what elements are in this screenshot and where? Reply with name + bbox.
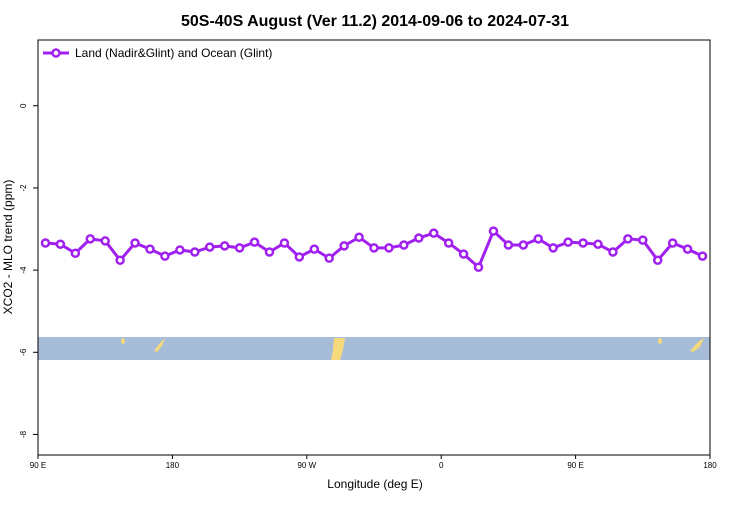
x-tick-label: 90 E — [567, 461, 583, 470]
data-point — [414, 233, 424, 243]
data-point — [443, 238, 454, 248]
chart-title: 50S-40S August (Ver 11.2) 2014-09-06 to … — [181, 13, 569, 30]
data-point — [638, 235, 648, 245]
data-point — [175, 245, 185, 255]
map-strip — [38, 337, 710, 360]
data-point — [652, 255, 663, 265]
data-point — [503, 240, 514, 250]
data-point — [369, 243, 379, 253]
data-point — [40, 238, 51, 248]
data-point — [145, 244, 155, 254]
data-point — [548, 243, 558, 253]
data-point — [249, 237, 260, 247]
data-point — [115, 255, 125, 265]
data-point — [339, 241, 349, 251]
y-tick-label: -6 — [19, 348, 28, 356]
data-point — [190, 247, 200, 257]
data-point — [593, 239, 603, 249]
legend-marker — [51, 48, 61, 58]
x-tick-label: 180 — [166, 461, 180, 470]
x-tick-label: 180 — [703, 461, 717, 470]
data-point — [85, 234, 96, 244]
y-tick-label: -8 — [19, 430, 28, 438]
data-point — [309, 244, 320, 254]
y-tick-label: -2 — [19, 184, 28, 192]
x-tick-label: 90 W — [297, 461, 316, 470]
data-point — [100, 236, 110, 246]
data-point — [130, 238, 140, 248]
data-point — [563, 237, 573, 247]
x-tick-label: 0 — [439, 461, 444, 470]
data-point — [473, 262, 484, 272]
data-point — [488, 226, 499, 236]
data-point — [682, 244, 693, 254]
data-point — [384, 243, 394, 253]
y-axis-label: XCO2 - MLO trend (ppm) — [1, 180, 15, 315]
data-point — [264, 247, 275, 257]
plot-frame — [37, 39, 711, 456]
data-point — [279, 238, 290, 248]
data-point — [667, 238, 678, 248]
x-axis-label: Longitude (deg E) — [327, 477, 422, 491]
data-point — [399, 240, 409, 250]
data-point — [578, 238, 588, 248]
legend-label: Land (Nadir&Glint) and Ocean (Glint) — [75, 46, 272, 60]
data-point — [458, 249, 469, 259]
data-point — [608, 247, 618, 257]
data-point — [324, 253, 334, 263]
data-point — [428, 228, 439, 238]
data-point — [219, 241, 230, 251]
data-point — [294, 252, 305, 262]
data-point — [533, 234, 544, 244]
data-point — [518, 240, 529, 250]
data-point — [204, 242, 215, 252]
data-point — [234, 243, 245, 253]
y-tick-label: -4 — [19, 266, 28, 274]
data-point — [55, 239, 66, 249]
data-point — [354, 232, 364, 242]
data-point — [70, 248, 81, 259]
data-point — [697, 251, 708, 261]
data-point — [160, 251, 170, 261]
x-tick-label: 90 E — [30, 461, 46, 470]
data-point — [623, 234, 633, 244]
y-tick-label: 0 — [19, 103, 28, 108]
